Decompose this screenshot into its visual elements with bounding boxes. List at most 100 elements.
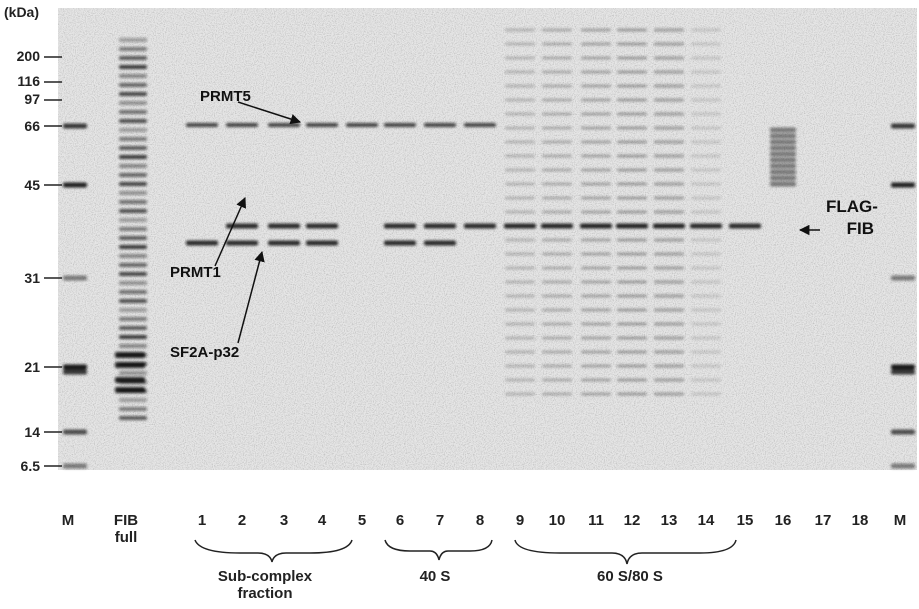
marker-label: 14 xyxy=(24,424,40,440)
lane-label: 6 xyxy=(395,512,405,529)
band xyxy=(505,224,535,228)
band xyxy=(654,154,684,158)
lane-label: M xyxy=(61,512,75,529)
unit-label: (kDa) xyxy=(4,4,40,20)
band xyxy=(691,336,721,340)
band xyxy=(542,112,572,116)
lane-label: FIB full xyxy=(113,512,139,546)
band xyxy=(384,123,416,127)
band xyxy=(770,181,796,187)
band xyxy=(424,123,456,127)
band xyxy=(505,140,535,144)
band xyxy=(505,350,535,354)
band xyxy=(770,169,796,175)
group-brackets xyxy=(194,539,737,565)
band xyxy=(384,240,416,246)
band xyxy=(691,294,721,298)
band xyxy=(119,272,147,276)
band xyxy=(617,294,647,298)
marker-label: 200 xyxy=(16,48,40,64)
band xyxy=(654,308,684,312)
band xyxy=(542,280,572,284)
lane-label: 10 xyxy=(548,512,566,529)
band xyxy=(691,126,721,130)
band xyxy=(119,182,147,186)
band xyxy=(691,140,721,144)
arrow xyxy=(237,101,301,125)
band xyxy=(691,364,721,368)
band xyxy=(119,416,147,420)
band xyxy=(505,42,535,46)
band xyxy=(691,252,721,256)
band xyxy=(424,223,456,229)
band xyxy=(542,196,572,200)
band xyxy=(542,56,572,60)
gel-texture xyxy=(58,8,917,470)
band xyxy=(226,240,258,246)
lane-label: 4 xyxy=(317,512,327,529)
lane-label: 18 xyxy=(851,512,869,529)
band xyxy=(63,429,87,435)
band xyxy=(268,123,300,127)
band xyxy=(581,350,611,354)
band xyxy=(770,127,796,133)
band xyxy=(505,392,535,396)
band xyxy=(691,196,721,200)
band xyxy=(654,378,684,382)
band xyxy=(691,308,721,312)
band xyxy=(617,28,647,32)
band xyxy=(770,163,796,169)
band xyxy=(581,84,611,88)
band xyxy=(770,175,796,181)
band xyxy=(617,84,647,88)
band xyxy=(617,126,647,130)
band xyxy=(119,290,147,294)
band xyxy=(119,299,147,303)
lane-label: 5 xyxy=(357,512,367,529)
band xyxy=(654,56,684,60)
band xyxy=(617,168,647,172)
band xyxy=(505,364,535,368)
annotation: PRMT1 xyxy=(170,264,221,281)
band xyxy=(654,182,684,186)
band xyxy=(119,110,147,114)
band xyxy=(581,196,611,200)
band xyxy=(691,28,721,32)
band xyxy=(542,84,572,88)
band xyxy=(542,210,572,214)
band xyxy=(542,168,572,172)
band xyxy=(119,155,147,159)
band xyxy=(691,42,721,46)
band xyxy=(119,191,147,195)
band xyxy=(424,240,456,246)
band xyxy=(581,28,611,32)
band xyxy=(617,154,647,158)
band xyxy=(542,266,572,270)
band xyxy=(186,123,218,127)
band xyxy=(119,398,147,402)
band xyxy=(63,463,87,469)
band xyxy=(729,223,761,229)
band xyxy=(617,336,647,340)
lane-label: 17 xyxy=(814,512,832,529)
lane-label: 16 xyxy=(774,512,792,529)
band xyxy=(115,377,145,383)
lane-label: 9 xyxy=(515,512,525,529)
band xyxy=(63,364,87,370)
band xyxy=(542,140,572,144)
band xyxy=(119,263,147,267)
group-label: Sub-complex fraction xyxy=(217,568,313,602)
band xyxy=(119,209,147,213)
marker-label: 6.5 xyxy=(20,458,40,474)
band xyxy=(617,182,647,186)
band xyxy=(617,322,647,326)
band xyxy=(581,294,611,298)
band xyxy=(691,154,721,158)
band xyxy=(581,224,611,228)
arrow xyxy=(237,250,265,344)
band xyxy=(617,224,647,228)
band xyxy=(654,224,684,228)
band xyxy=(581,336,611,340)
lane-label: M xyxy=(893,512,907,529)
